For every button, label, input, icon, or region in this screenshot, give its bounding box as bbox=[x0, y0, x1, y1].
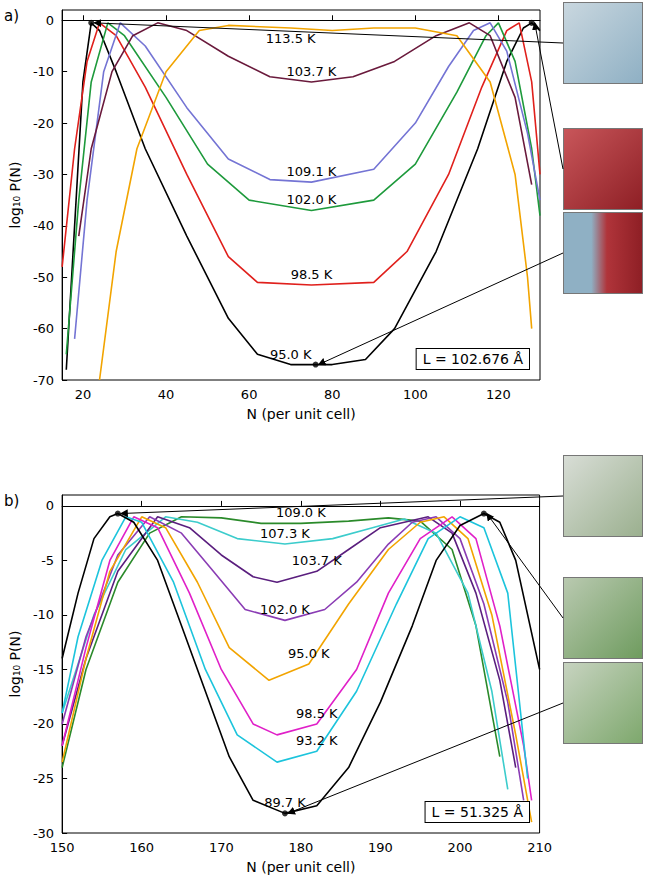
svg-text:102.0 K: 102.0 K bbox=[260, 602, 310, 617]
svg-text:98.5 K: 98.5 K bbox=[296, 706, 338, 721]
svg-text:0: 0 bbox=[46, 498, 54, 513]
svg-text:190: 190 bbox=[368, 840, 393, 855]
svg-text:210: 210 bbox=[527, 840, 552, 855]
svg-text:log₁₀ P(N): log₁₀ P(N) bbox=[7, 631, 23, 698]
svg-text:-50: -50 bbox=[33, 270, 54, 285]
svg-text:107.3 K: 107.3 K bbox=[260, 526, 310, 541]
svg-text:80: 80 bbox=[324, 387, 341, 402]
svg-text:109.1 K: 109.1 K bbox=[287, 164, 337, 179]
svg-text:109.0 K: 109.0 K bbox=[276, 505, 326, 520]
svg-text:170: 170 bbox=[209, 840, 234, 855]
svg-text:-10: -10 bbox=[33, 64, 54, 79]
svg-text:a): a) bbox=[4, 7, 19, 25]
svg-text:103.7 K: 103.7 K bbox=[292, 553, 342, 568]
svg-text:89.7 K: 89.7 K bbox=[264, 795, 306, 810]
svg-text:L = 102.676 Å: L = 102.676 Å bbox=[423, 351, 524, 367]
svg-text:-60: -60 bbox=[33, 321, 54, 336]
svg-text:100: 100 bbox=[403, 387, 428, 402]
svg-text:-10: -10 bbox=[33, 607, 54, 622]
svg-text:-5: -5 bbox=[41, 553, 54, 568]
svg-text:-30: -30 bbox=[33, 826, 54, 841]
svg-text:120: 120 bbox=[486, 387, 511, 402]
svg-text:0: 0 bbox=[46, 13, 54, 28]
svg-text:-20: -20 bbox=[33, 716, 54, 731]
svg-text:93.2 K: 93.2 K bbox=[296, 733, 338, 748]
svg-text:-30: -30 bbox=[33, 167, 54, 182]
svg-text:95.0 K: 95.0 K bbox=[288, 646, 330, 661]
svg-text:-20: -20 bbox=[33, 116, 54, 131]
svg-text:200: 200 bbox=[448, 840, 473, 855]
svg-text:log₁₀ P(N): log₁₀ P(N) bbox=[7, 162, 23, 229]
svg-text:150: 150 bbox=[50, 840, 75, 855]
svg-text:20: 20 bbox=[75, 387, 92, 402]
svg-text:180: 180 bbox=[288, 840, 313, 855]
svg-text:N (per unit cell): N (per unit cell) bbox=[246, 859, 355, 875]
svg-text:-70: -70 bbox=[33, 373, 54, 388]
svg-text:113.5 K: 113.5 K bbox=[266, 31, 316, 46]
svg-text:160: 160 bbox=[129, 840, 154, 855]
svg-text:b): b) bbox=[4, 492, 19, 510]
svg-text:103.7 K: 103.7 K bbox=[287, 64, 337, 79]
svg-text:60: 60 bbox=[241, 387, 258, 402]
svg-text:L = 51.325 Å: L = 51.325 Å bbox=[432, 804, 524, 820]
svg-text:-40: -40 bbox=[33, 218, 54, 233]
svg-text:N (per unit cell): N (per unit cell) bbox=[246, 406, 355, 422]
svg-text:40: 40 bbox=[158, 387, 175, 402]
svg-text:-25: -25 bbox=[33, 771, 54, 786]
svg-text:-15: -15 bbox=[33, 662, 54, 677]
svg-text:98.5 K: 98.5 K bbox=[291, 267, 333, 282]
svg-text:102.0 K: 102.0 K bbox=[287, 192, 337, 207]
svg-text:95.0 K: 95.0 K bbox=[270, 347, 312, 362]
